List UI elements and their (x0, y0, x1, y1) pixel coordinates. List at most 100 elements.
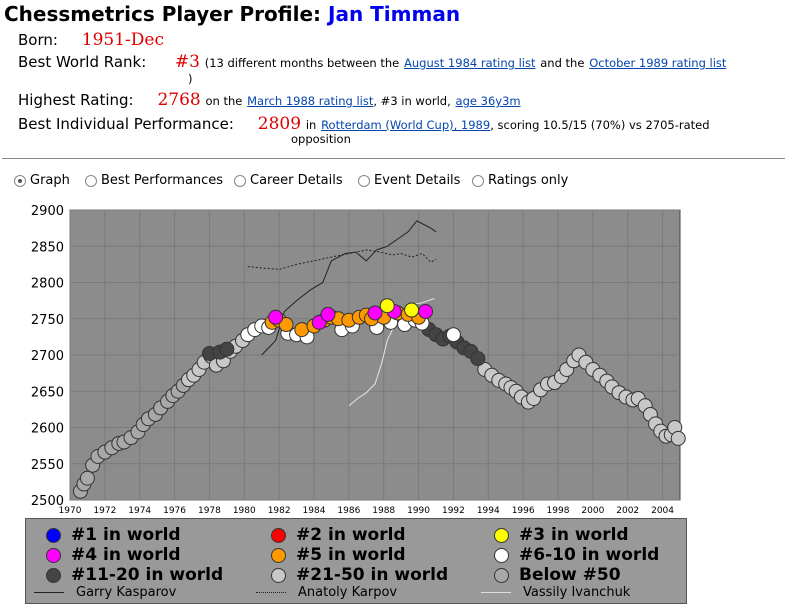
rating-point (268, 309, 284, 325)
tab-event-details[interactable]: Event Details (358, 173, 460, 188)
rank4-swatch (46, 547, 61, 563)
legend-rank21-50: #21-50 in world (271, 565, 448, 585)
chart-legend: #1 in world #2 in world #3 in world #4 i… (25, 518, 687, 604)
tab-best-performances[interactable]: Best Performances (85, 173, 223, 188)
perf-row: Best Individual Performance: 2809 in Rot… (18, 114, 710, 134)
x-tick-label: 1984 (303, 506, 326, 516)
radio-icon (358, 174, 370, 187)
x-tick-label: 1988 (372, 506, 395, 516)
rating-line (348, 298, 435, 407)
rank-text: (13 different months between the (204, 56, 400, 70)
rank11-20-swatch (46, 567, 61, 583)
karpov-line-swatch (256, 592, 286, 593)
rank-row: Best World Rank: #3 (13 different months… (18, 52, 726, 72)
rating-line (261, 220, 437, 356)
legend-rank5: #5 in world (271, 545, 406, 565)
rating-row: Highest Rating: 2768 on the March 1988 r… (18, 90, 521, 110)
rating-point (418, 304, 434, 319)
tab-graph[interactable]: Graph (14, 173, 70, 188)
tab-label: Career Details (250, 173, 343, 188)
kasparov-line-swatch (34, 592, 64, 593)
tab-label: Graph (30, 173, 70, 188)
below50-swatch (494, 567, 509, 583)
rank-label: Best World Rank: (18, 53, 147, 71)
rating-line (247, 249, 437, 270)
rank-value: #3 (174, 52, 200, 72)
rank5-swatch (271, 547, 286, 563)
tab-label: Best Performances (101, 173, 224, 188)
rank21-50-swatch (271, 567, 286, 583)
rating-point (470, 351, 486, 367)
legend-below50: Below #50 (494, 565, 621, 585)
radio-icon (472, 174, 484, 187)
legend-label: #21-50 in world (296, 565, 449, 585)
rating-value: 2768 (157, 90, 201, 110)
legend-label: #3 in world (519, 525, 629, 545)
rank-text: and the (540, 56, 585, 70)
x-tick-label: 1982 (268, 506, 291, 516)
x-tick-label: 1986 (337, 506, 360, 516)
x-tick-label: 1970 (59, 506, 82, 516)
legend-rank4: #4 in world (46, 545, 181, 565)
radio-icon (85, 174, 97, 187)
x-tick-label: 1990 (407, 506, 430, 516)
born-row: Born: 1951-Dec (18, 30, 164, 50)
rating-chart: 2500 2550 2600 2650 2700 2750 2800 2850 2900 1970… (31, 204, 686, 516)
march-1988-link[interactable]: March 1988 rating list (247, 94, 374, 108)
rating-point (445, 327, 461, 343)
perf-value: 2809 (257, 114, 302, 134)
born-value: 1951-Dec (81, 30, 165, 50)
x-tick-label: 1996 (512, 506, 535, 516)
rank1-swatch (46, 527, 61, 543)
legend-label: #1 in world (71, 525, 181, 545)
x-tick-label: 1972 (93, 506, 116, 516)
rating-point (670, 430, 686, 446)
born-label: Born: (18, 31, 58, 49)
y-tick-label: 2500 (31, 494, 64, 509)
legend-kasparov: Garry Kasparov (34, 585, 176, 600)
rank3-swatch (494, 527, 509, 543)
rating-point (367, 305, 383, 321)
rating-point (404, 302, 420, 318)
x-tick-label: 1978 (198, 506, 221, 516)
tab-label: Event Details (374, 173, 461, 188)
rotterdam-link[interactable]: Rotterdam (World Cup), 1989 (321, 118, 491, 132)
rank-close: ) (188, 72, 193, 86)
legend-rank11-20: #11-20 in world (46, 565, 223, 585)
legend-label: Below #50 (519, 565, 621, 585)
legend-rank3: #3 in world (494, 525, 629, 545)
legend-label: #2 in world (296, 525, 406, 545)
legend-label: #11-20 in world (71, 565, 224, 585)
rating-point (79, 470, 95, 486)
legend-label: #4 in world (71, 545, 181, 565)
legend-rank1: #1 in world (46, 525, 181, 545)
perf-text: , scoring 10.5/15 (70%) vs 2705-rated (490, 118, 710, 132)
x-tick-label: 2000 (581, 506, 604, 516)
rank6-10-swatch (494, 547, 509, 563)
rating-point (320, 306, 336, 322)
legend-rank2: #2 in world (271, 525, 406, 545)
rating-text: , #3 in world, (373, 94, 451, 108)
tab-ratings-only[interactable]: Ratings only (472, 173, 568, 188)
october-1989-link[interactable]: October 1989 rating list (589, 56, 727, 70)
legend-label: #5 in world (296, 545, 406, 565)
divider (2, 158, 785, 159)
august-1984-link[interactable]: August 1984 rating list (404, 56, 536, 70)
x-tick-label: 1980 (233, 506, 256, 516)
x-tick-label: 1976 (163, 506, 186, 516)
perf-label: Best Individual Performance: (18, 115, 234, 133)
y-tick-label: 2900 (31, 204, 64, 219)
legend-label: Vassily Ivanchuk (523, 585, 631, 600)
legend-karpov: Anatoly Karpov (256, 585, 397, 600)
tab-career-details[interactable]: Career Details (234, 173, 343, 188)
rating-point (379, 298, 395, 314)
x-tick-label: 1994 (477, 506, 500, 516)
legend-rank6-10: #6-10 in world (494, 545, 659, 565)
legend-label: #6-10 in world (519, 545, 660, 565)
y-tick-label: 2650 (31, 385, 64, 400)
y-tick-label: 2850 (31, 240, 64, 255)
x-tick-label: 1992 (442, 506, 465, 516)
perf-text: in (305, 118, 317, 132)
x-tick-label: 2004 (651, 506, 674, 516)
age-link[interactable]: age 36y3m (455, 94, 521, 108)
